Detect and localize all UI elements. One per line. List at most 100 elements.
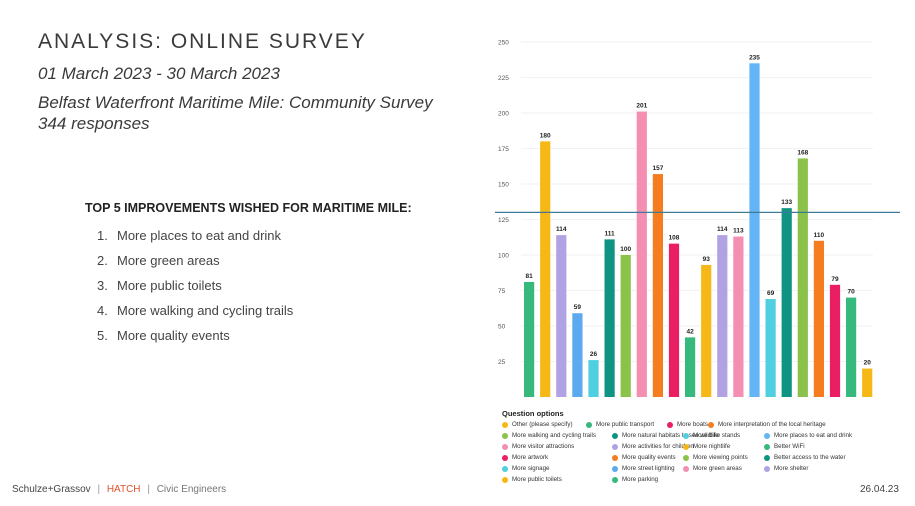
- y-tick-label: 250: [498, 40, 509, 47]
- legend-swatch: [667, 421, 673, 428]
- legend-item: More visitor attractions: [502, 443, 574, 450]
- bar: [668, 243, 680, 397]
- list-item: 4. More walking and cycling trails: [97, 303, 293, 328]
- data-label: 79: [831, 276, 839, 283]
- legend-label: More walking and cycling trails: [512, 432, 596, 439]
- bar: [524, 281, 535, 397]
- list-item: 1. More places to eat and drink: [97, 228, 293, 253]
- legend-item: More nightlife: [683, 443, 730, 450]
- legend-swatch: [683, 432, 689, 439]
- bar: [620, 255, 631, 397]
- data-label: 201: [636, 103, 647, 110]
- list-item-number: 5.: [97, 328, 108, 343]
- bar: [813, 240, 824, 397]
- improvements-heading: TOP 5 IMPROVEMENTS WISHED FOR MARITIME M…: [85, 201, 412, 215]
- y-tick-label: 100: [498, 253, 509, 260]
- legend-item: More public transport: [586, 421, 654, 428]
- bar: [749, 63, 760, 398]
- data-label: 42: [686, 328, 694, 335]
- legend-label: More street lighting: [622, 465, 675, 472]
- legend-item: More natural habitats to see wildlife: [612, 432, 719, 439]
- list-item-text: More public toilets: [117, 278, 222, 293]
- y-tick-label: 50: [498, 324, 506, 331]
- bar: [862, 368, 873, 397]
- y-tick-label: 150: [498, 182, 509, 189]
- legend-swatch: [683, 443, 689, 450]
- legend-label: More boats: [677, 421, 708, 428]
- legend-item: More signage: [502, 465, 550, 472]
- legend-label: More shelter: [774, 465, 809, 472]
- legend-swatch: [764, 454, 770, 461]
- legend-swatch: [764, 432, 770, 439]
- data-label: 157: [652, 165, 663, 172]
- data-label: 114: [717, 226, 728, 233]
- y-tick-label: 175: [498, 146, 509, 153]
- y-tick-label: 125: [498, 217, 509, 224]
- legend-item: More bike stands: [683, 432, 740, 439]
- data-label: 111: [605, 230, 616, 237]
- legend-label: More quality events: [622, 454, 676, 461]
- data-label: 168: [797, 149, 808, 156]
- legend-swatch: [708, 421, 714, 428]
- data-label: 81: [525, 273, 533, 280]
- bar: [556, 235, 567, 397]
- brand-schulze-grassov: Schulze+Grassov: [12, 484, 91, 495]
- legend-item: More walking and cycling trails: [502, 432, 596, 439]
- bar-chart: 25 50 75 100 125 150 175 200 225 250 81 180 114 59 26 1…: [495, 40, 900, 398]
- data-label: 108: [669, 235, 680, 242]
- legend-swatch: [764, 465, 770, 472]
- legend-item: More places to eat and drink: [764, 432, 852, 439]
- legend-item: More viewing points: [683, 454, 748, 461]
- survey-name: Belfast Waterfront Maritime Mile: Commun…: [38, 93, 433, 112]
- legend-label: More visitor attractions: [512, 443, 575, 450]
- legend-swatch: [502, 443, 508, 450]
- legend-item: More activities for children: [612, 443, 694, 450]
- legend-item: More artwork: [502, 454, 548, 461]
- legend-label: Better access to the water: [774, 454, 846, 461]
- bar: [781, 208, 792, 397]
- data-label: 69: [767, 290, 775, 297]
- bar: [652, 174, 663, 397]
- list-item: 2. More green areas: [97, 253, 293, 278]
- legend-label: More activities for children: [622, 443, 694, 450]
- date-range: 01 March 2023 - 30 March 2023: [38, 64, 280, 83]
- list-item: 5. More quality events: [97, 328, 293, 353]
- data-label: 20: [864, 360, 872, 367]
- legend-label: More green areas: [693, 465, 742, 472]
- legend-item: More street lighting: [612, 465, 675, 472]
- legend-swatch: [764, 443, 770, 450]
- legend-swatch: [612, 432, 618, 439]
- footer-separator: |: [147, 484, 150, 495]
- bar: [765, 299, 776, 397]
- footer-separator: |: [97, 484, 101, 495]
- legend-label: More nightlife: [693, 443, 731, 450]
- legend-swatch: [586, 421, 592, 428]
- y-tick-label: 200: [498, 111, 509, 118]
- legend-item: More green areas: [683, 465, 742, 472]
- list-item-number: 1.: [97, 228, 108, 243]
- legend-item: Other (please specify): [502, 421, 573, 428]
- list-item-text: More green areas: [117, 253, 220, 268]
- data-label: 180: [540, 132, 551, 139]
- response-count: 344 responses: [38, 114, 150, 133]
- footer-date: 26.04.23: [860, 484, 899, 495]
- legend-item: More quality events: [612, 454, 676, 461]
- legend-item: More boats: [667, 421, 708, 428]
- data-label: 133: [781, 199, 792, 206]
- legend-label: More signage: [512, 465, 550, 472]
- y-tick-label: 225: [498, 75, 509, 82]
- legend-label: Better WiFi: [774, 443, 805, 450]
- bar: [588, 360, 599, 397]
- legend-swatch: [502, 476, 508, 483]
- legend-title: Question options: [502, 409, 564, 418]
- data-label: 70: [847, 289, 855, 296]
- bar: [685, 337, 696, 397]
- legend-label: More bike stands: [693, 432, 741, 439]
- legend-swatch: [502, 454, 508, 461]
- data-label: 100: [620, 246, 631, 253]
- legend-swatch: [612, 454, 618, 461]
- legend-swatch: [612, 476, 618, 483]
- y-tick-label: 25: [498, 359, 506, 366]
- legend-label: More interpretation of the local heritag…: [718, 421, 826, 428]
- legend-label: More places to eat and drink: [774, 432, 853, 439]
